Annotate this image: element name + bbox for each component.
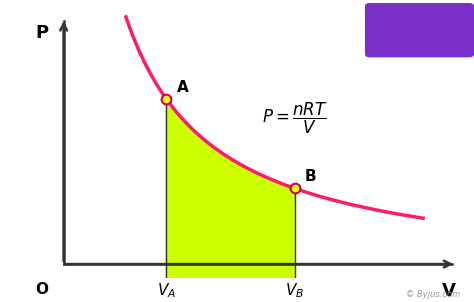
Polygon shape: [166, 99, 295, 278]
FancyBboxPatch shape: [367, 11, 405, 50]
Text: $V_A$: $V_A$: [157, 281, 176, 300]
Text: $P = \dfrac{nRT}{V}$: $P = \dfrac{nRT}{V}$: [262, 101, 328, 136]
Text: V: V: [442, 281, 456, 300]
Text: The Learning App: The Learning App: [407, 37, 462, 42]
Text: $V_B$: $V_B$: [285, 281, 304, 300]
Text: B: B: [381, 23, 391, 36]
Text: P: P: [36, 24, 49, 43]
Text: BYJU'S: BYJU'S: [414, 14, 455, 24]
Text: B: B: [305, 169, 317, 184]
Text: © Byjus.com: © Byjus.com: [406, 290, 460, 299]
Text: A: A: [177, 79, 188, 95]
Text: O: O: [35, 281, 48, 297]
